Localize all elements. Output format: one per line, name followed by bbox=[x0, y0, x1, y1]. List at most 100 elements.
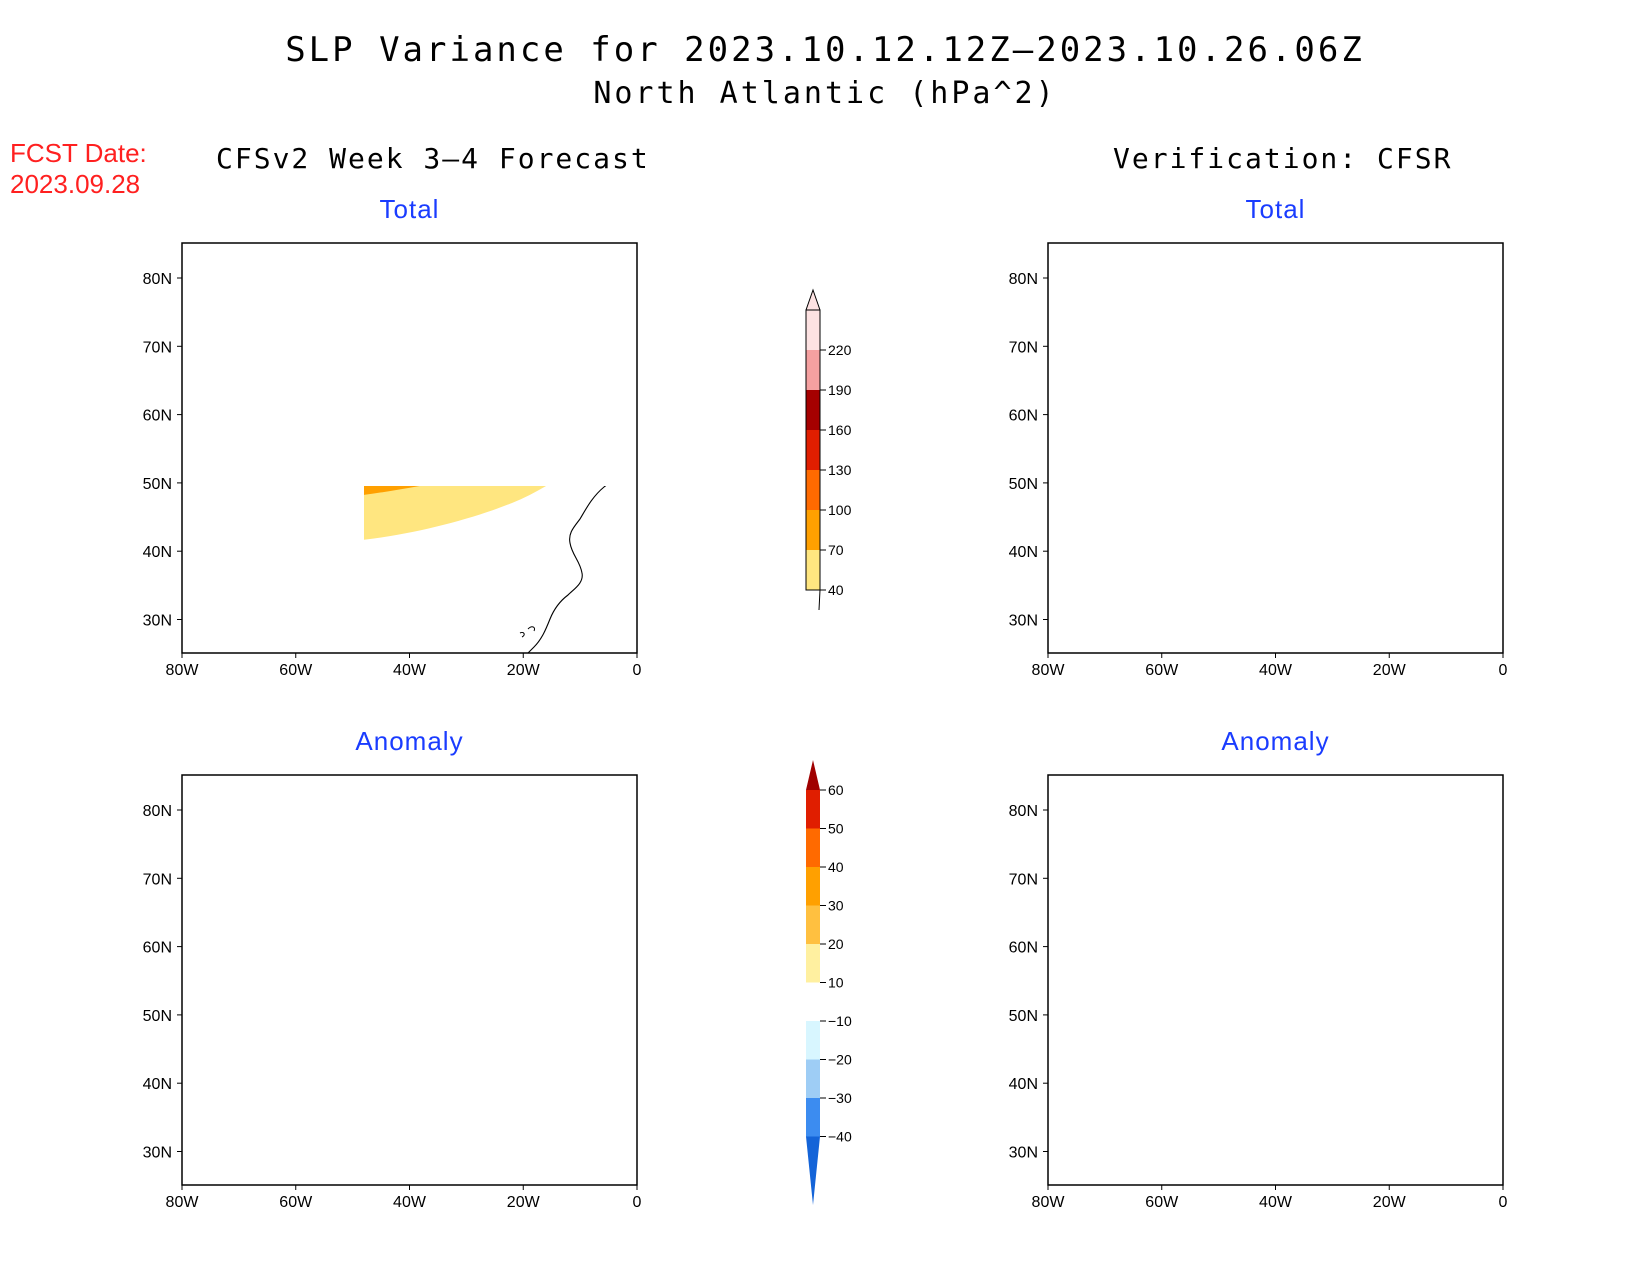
lat-tick-label: 50N bbox=[1009, 476, 1038, 493]
lon-tick-label: 20W bbox=[507, 1194, 541, 1211]
colorbar-total-label: 100 bbox=[828, 502, 852, 518]
main-subtitle: North Atlantic (hPa^2) bbox=[593, 76, 1057, 111]
lat-tick-label: 70N bbox=[1009, 871, 1038, 888]
panel-label-top-right: Total bbox=[1245, 194, 1306, 224]
colorbar-anomaly-label: 50 bbox=[828, 821, 844, 837]
colorbar-total-swatch bbox=[806, 510, 820, 550]
colorbar-anomaly-swatch bbox=[806, 1098, 820, 1137]
lon-tick-label: 40W bbox=[1259, 662, 1293, 679]
colorbar-total-label: 220 bbox=[828, 342, 852, 358]
colorbar-total-label: 130 bbox=[828, 462, 852, 478]
lon-tick-label: 0 bbox=[633, 662, 642, 679]
colorbar-total-swatch bbox=[806, 470, 820, 510]
lat-tick-label: 50N bbox=[143, 476, 172, 493]
map-verification-total bbox=[1047, 242, 1504, 654]
lon-tick-label: 40W bbox=[393, 1194, 427, 1211]
lon-tick-label: 60W bbox=[1145, 662, 1179, 679]
colorbar-anomaly: 60 50 40 30 20 10 −10 −20 −30 −40 bbox=[806, 760, 852, 1205]
main-title: SLP Variance for 2023.10.12.12Z–2023.10.… bbox=[285, 30, 1365, 70]
colorbar-anomaly-label: −40 bbox=[828, 1129, 852, 1145]
lon-tick-label: 20W bbox=[1373, 1194, 1407, 1211]
lon-tick-label: 40W bbox=[1259, 1194, 1293, 1211]
lat-tick-label: 40N bbox=[1009, 1076, 1038, 1093]
lon-tick-label: 80W bbox=[166, 1194, 200, 1211]
colorbar-total-swatch bbox=[806, 550, 820, 590]
lon-tick-label: 20W bbox=[507, 662, 541, 679]
colorbar-anomaly-swatch bbox=[806, 944, 820, 983]
lon-tick-label: 80W bbox=[1032, 662, 1066, 679]
colorbar-anomaly-low-triangle bbox=[806, 1136, 820, 1205]
lon-tick-label: 20W bbox=[1373, 662, 1407, 679]
colorbar-anomaly-label: 40 bbox=[828, 859, 844, 875]
fcst-date-value: 2023.09.28 bbox=[10, 169, 141, 199]
colorbar-anomaly-swatch bbox=[806, 1059, 820, 1099]
lon-tick-label: 80W bbox=[166, 662, 200, 679]
lat-tick-label: 70N bbox=[143, 339, 172, 356]
colorbar-total-low-triangle bbox=[806, 589, 821, 611]
colorbar-total-swatch bbox=[806, 430, 820, 470]
map-forecast-anomaly bbox=[181, 774, 638, 1186]
lat-tick-label: 30N bbox=[143, 613, 172, 630]
colorbar-total-frame bbox=[805, 309, 821, 591]
colorbar-anomaly-swatch bbox=[806, 1021, 820, 1060]
lat-tick-label: 60N bbox=[1009, 408, 1038, 425]
colorbar-total: 40 70 100 130 160 190 220 bbox=[805, 288, 852, 611]
right-column-header: Verification: CFSR bbox=[1113, 142, 1453, 175]
lat-tick-label: 70N bbox=[1009, 339, 1038, 356]
lat-tick-label: 60N bbox=[143, 408, 172, 425]
lon-tick-label: 60W bbox=[279, 662, 313, 679]
colorbar-anomaly-label: −30 bbox=[828, 1090, 852, 1106]
colorbar-anomaly-label: 20 bbox=[828, 936, 844, 952]
map-verification-anomaly bbox=[1047, 774, 1504, 1186]
colorbar-anomaly-swatch bbox=[806, 905, 820, 945]
colorbar-total-label: 190 bbox=[828, 382, 852, 398]
colorbar-anomaly-swatch bbox=[806, 790, 820, 829]
colorbar-total-high-triangle bbox=[805, 288, 821, 311]
colorbar-total-label: 160 bbox=[828, 422, 852, 438]
colorbar-anomaly-label: −10 bbox=[828, 1013, 852, 1029]
fcst-date-block: FCST Date: 2023.09.28 bbox=[10, 138, 147, 200]
lat-tick-label: 80N bbox=[143, 803, 172, 820]
colorbar-anomaly-swatch bbox=[806, 867, 820, 906]
lat-tick-label: 80N bbox=[1009, 271, 1038, 288]
lat-tick-label: 40N bbox=[1009, 544, 1038, 561]
colorbar-total-label: 70 bbox=[828, 542, 844, 558]
lon-tick-label: 60W bbox=[279, 1194, 313, 1211]
lat-tick-label: 70N bbox=[143, 871, 172, 888]
colorbar-total-label: 40 bbox=[828, 582, 844, 598]
lon-tick-label: 0 bbox=[633, 1194, 642, 1211]
colorbar-anomaly-label: 30 bbox=[828, 898, 844, 914]
lat-tick-label: 80N bbox=[1009, 803, 1038, 820]
colorbar-anomaly-label: −20 bbox=[828, 1052, 852, 1068]
lon-tick-label: 0 bbox=[1499, 662, 1508, 679]
map-forecast-total bbox=[181, 242, 638, 654]
left-column-header: CFSv2 Week 3–4 Forecast bbox=[216, 142, 650, 175]
colorbar-anomaly-swatch bbox=[806, 982, 820, 1022]
colorbar-anomaly-label: 10 bbox=[828, 975, 844, 991]
lat-tick-label: 50N bbox=[1009, 1008, 1038, 1025]
lat-tick-label: 50N bbox=[143, 1008, 172, 1025]
lat-tick-label: 60N bbox=[143, 940, 172, 957]
colorbar-anomaly-swatch bbox=[806, 828, 820, 868]
colorbar-total-swatch bbox=[806, 310, 820, 350]
colorbar-total-swatch bbox=[806, 350, 820, 390]
panel-label-top-left: Total bbox=[379, 194, 440, 224]
axis-ticks: 80W 60W 40W 20W 0 80N 70N 60N 50N 40N 30N 80W 60W 40W… bbox=[143, 271, 1508, 1211]
lat-tick-label: 30N bbox=[1009, 1145, 1038, 1162]
colorbar-total-swatch bbox=[806, 390, 820, 430]
lat-tick-label: 40N bbox=[143, 544, 172, 561]
lon-tick-label: 60W bbox=[1145, 1194, 1179, 1211]
lon-tick-label: 80W bbox=[1032, 1194, 1066, 1211]
lat-tick-label: 60N bbox=[1009, 940, 1038, 957]
colorbar-anomaly-label: 60 bbox=[828, 782, 844, 798]
lat-tick-label: 30N bbox=[143, 1145, 172, 1162]
panel-label-bottom-left: Anomaly bbox=[355, 726, 464, 756]
lat-tick-label: 30N bbox=[1009, 613, 1038, 630]
lon-tick-label: 0 bbox=[1499, 1194, 1508, 1211]
lat-tick-label: 80N bbox=[143, 271, 172, 288]
lon-tick-label: 40W bbox=[393, 662, 427, 679]
panel-label-bottom-right: Anomaly bbox=[1221, 726, 1330, 756]
lat-tick-label: 40N bbox=[143, 1076, 172, 1093]
fcst-date-label: FCST Date: bbox=[10, 138, 147, 168]
